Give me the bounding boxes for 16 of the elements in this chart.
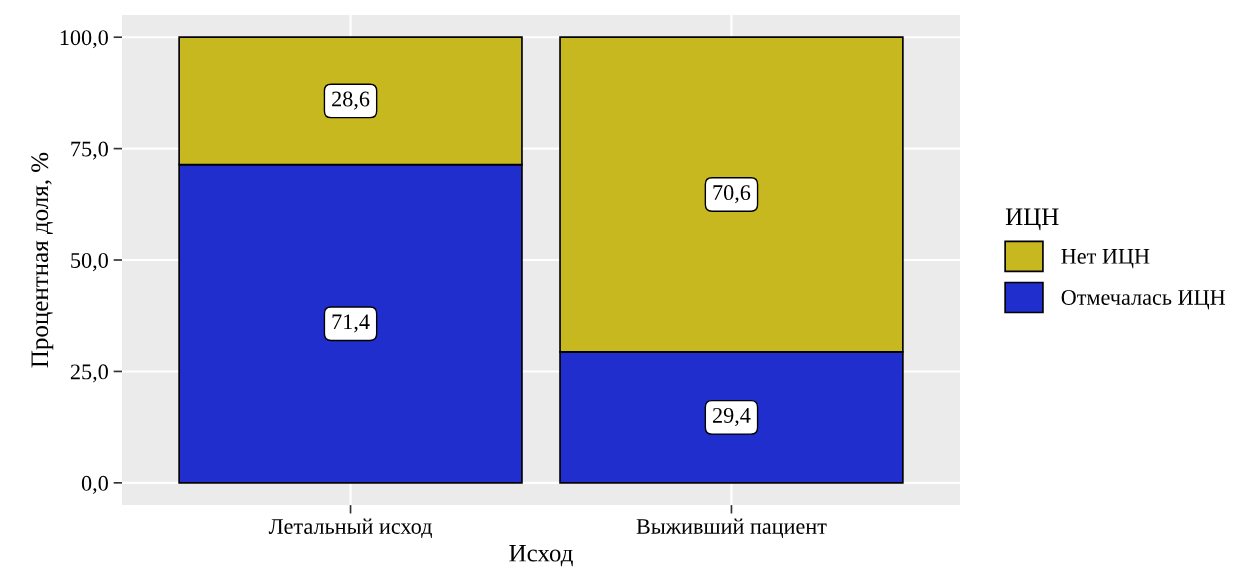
legend-label: Отмечалась ИЦН (1061, 289, 1226, 310)
data-label: 71,4 (332, 314, 370, 333)
data-label: 70,6 (713, 185, 751, 204)
y-tick-label: 100,0 (60, 30, 108, 49)
legend-label: Нет ИЦН (1061, 249, 1150, 269)
y-tick-label: 50,0 (71, 252, 108, 272)
y-tick-label: 75,0 (71, 141, 108, 160)
legend-title: ИЦН (1005, 208, 1059, 231)
x-tick-label: Выживший пациент (636, 518, 827, 539)
data-label: 28,6 (332, 91, 370, 110)
data-label: 29,4 (712, 407, 751, 427)
y-tick-label: 25,0 (70, 364, 108, 383)
x-axis-title: Исход (509, 545, 573, 567)
y-axis-title: Процентная доля, % (31, 152, 54, 368)
x-tick-label: Летальный исход (268, 518, 432, 539)
y-tick-label: 0,0 (81, 475, 108, 494)
